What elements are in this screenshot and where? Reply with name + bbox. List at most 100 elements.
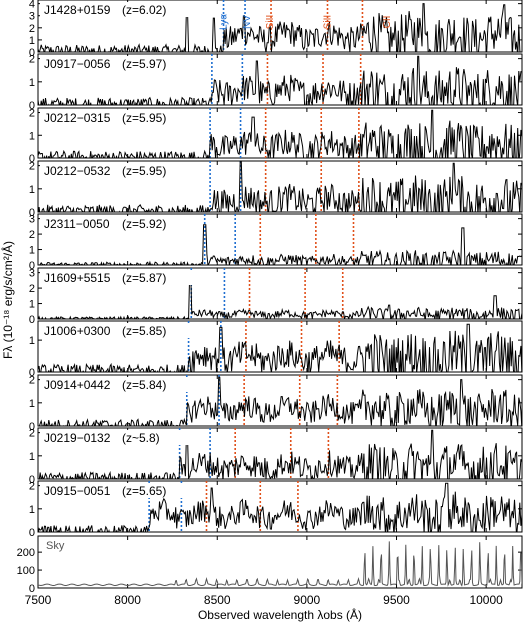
spectrum-line [38, 272, 522, 319]
y-tick-label: 0 [29, 260, 35, 272]
spectrum-line [38, 161, 522, 212]
emission-line-label: NV [242, 15, 253, 29]
quasar-name: J0212−0532 [44, 164, 111, 178]
panel-frame [37, 427, 523, 480]
y-tick-label: 1 [29, 245, 35, 257]
y-tick-label: 2 [29, 161, 35, 173]
label-background [40, 56, 200, 71]
quasar-name: J1609+5515 [44, 271, 111, 285]
panel-frame [37, 107, 523, 159]
redshift-label: (z=5.84) [122, 378, 166, 392]
y-tick-label: 0 [29, 100, 35, 112]
quasar-name: J0915−0051 [44, 484, 111, 498]
y-tick-label: 1 [29, 299, 35, 311]
spectrum-line [38, 3, 521, 52]
sky-label: Sky [46, 540, 65, 552]
label-background [40, 323, 200, 338]
quasar-name: J0917−0056 [44, 57, 111, 71]
y-tick-label: 0 [29, 207, 35, 219]
x-axis-label: Observed wavelength λobs (Å) [198, 607, 362, 622]
spectrum-panel: 0 1 2 J0212−0315 (z=5.95) [29, 107, 523, 165]
quasar-name: J2311−0050 [44, 217, 110, 231]
spectrum-line [38, 55, 522, 105]
redshift-label: (z=5.95) [122, 111, 166, 125]
y-tick-label: 4 [29, 0, 35, 11]
panel-frame [37, 267, 523, 320]
x-tick-label: 8500 [204, 593, 231, 607]
y-tick-label: 0 [29, 47, 35, 59]
y-tick-label: 2 [29, 54, 35, 66]
y-tick-label: 3 [29, 214, 35, 226]
panel-frame [37, 53, 523, 106]
emission-line-label: SiII [323, 15, 334, 29]
redshift-label: (z=5.85) [122, 324, 166, 338]
panel-frame [37, 213, 523, 266]
y-tick-label: 1 [29, 335, 35, 347]
y-tick-label: 2 [29, 229, 35, 241]
y-tick-label: 3 [29, 11, 35, 23]
y-tick-label: 1 [29, 451, 35, 463]
panel-frame [37, 480, 523, 533]
y-tick-label: 2 [29, 23, 35, 35]
redshift-label: (z=5.95) [122, 164, 166, 178]
y-tick-label: 3 [29, 268, 35, 280]
label-background [40, 270, 200, 285]
panel-frame [37, 0, 523, 53]
redshift-label: (z=6.02) [122, 3, 166, 17]
label-background [40, 430, 200, 445]
y-tick-label: 100 [17, 565, 35, 577]
label-background [40, 163, 200, 178]
spectrum-line [38, 376, 522, 426]
spectrum-panel: 0 1 J1006+0300 (z=5.85) [29, 320, 523, 379]
y-axis-label: Fλ (10⁻¹⁸ erg/s/cm²/Å) [0, 241, 15, 359]
redshift-label: (z~5.8) [122, 431, 160, 445]
y-tick-label: 1 [29, 184, 35, 196]
panel-frame [37, 160, 523, 213]
spectrum-panel: 0 1 2 J0915−0051 (z=5.65) [29, 480, 523, 539]
quasar-name: J0219−0132 [44, 431, 111, 445]
y-tick-label: 1 [29, 35, 35, 47]
y-tick-label: 0 [29, 474, 35, 486]
y-tick-label: 200 [17, 547, 35, 559]
y-tick-label: 2 [29, 108, 35, 120]
x-tick-label: 8000 [114, 593, 141, 607]
y-tick-label: 1 [29, 398, 35, 410]
y-tick-label: 2 [29, 481, 35, 493]
quasar-name: J0212−0315 [44, 111, 111, 125]
label-background [40, 483, 200, 498]
panel-frame [37, 374, 523, 427]
y-tick-label: 1 [29, 77, 35, 89]
redshift-label: (z=5.92) [122, 217, 166, 231]
x-tick-label: 7500 [25, 593, 52, 607]
label-background [40, 110, 200, 125]
y-tick-label: 0 [29, 421, 35, 433]
label-background [40, 216, 200, 231]
spectrum-panel: 0 1 2 J0917−0056 (z=5.97) [29, 53, 523, 112]
spectrum-line [38, 323, 522, 372]
label-background [40, 2, 200, 17]
label-background [40, 377, 200, 392]
spectrum-panel: 0 1 2 3 J1609+5515 (z=5.87) [29, 267, 523, 326]
spectrum-panel: 0 1 2 J0219−0132 (z~5.8) [29, 427, 523, 486]
spectrum-panel: 0 1 2 3 J2311−0050 (z=5.92) [29, 213, 523, 272]
x-tick-label: 9500 [383, 593, 410, 607]
x-tick-label: 9000 [294, 593, 321, 607]
y-tick-label: 2 [29, 283, 35, 295]
x-tick-label: 10000 [469, 593, 503, 607]
y-tick-label: 0 [29, 153, 35, 165]
y-tick-label: 0 [29, 367, 35, 379]
emission-line-label: Lyα [219, 14, 230, 30]
spectrum-panel: 0 1 2 J0914+0442 (z=5.84) [29, 374, 523, 433]
y-tick-label: 2 [29, 428, 35, 440]
spectrum-panel: 0 1 2 J0212−0532 (z=5.95) [29, 160, 523, 219]
y-tick-label: 0 [29, 583, 35, 595]
y-tick-label: 0 [29, 527, 35, 539]
spectrum-line [39, 224, 522, 265]
emission-line-label: SiII [265, 15, 276, 29]
spectrum-line [38, 109, 522, 158]
y-tick-label: 1 [29, 504, 35, 516]
quasar-name: J1006+0300 [44, 324, 111, 338]
redshift-label: (z=5.87) [122, 271, 166, 285]
